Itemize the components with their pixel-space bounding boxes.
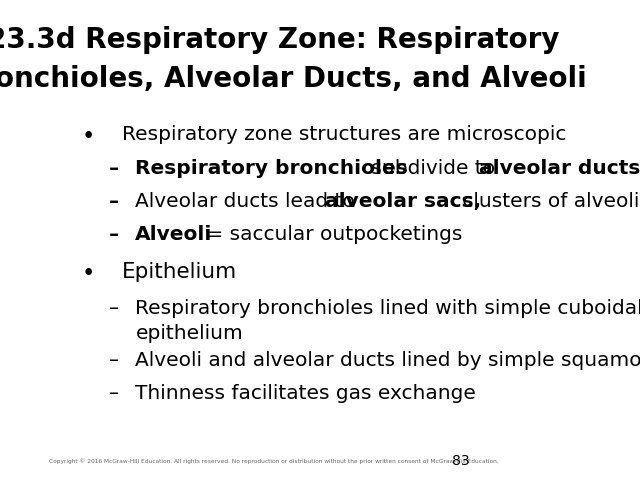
Text: •: •: [82, 125, 95, 148]
Text: Respiratory bronchioles: Respiratory bronchioles: [136, 159, 408, 179]
Text: Respiratory bronchioles lined with simple cuboidal
epithelium: Respiratory bronchioles lined with simpl…: [136, 299, 640, 343]
Text: –: –: [109, 384, 119, 403]
Text: –: –: [109, 299, 119, 318]
Text: Epithelium: Epithelium: [122, 262, 237, 282]
Text: subdivide to: subdivide to: [365, 159, 501, 179]
Text: Respiratory zone structures are microscopic: Respiratory zone structures are microsco…: [122, 125, 566, 144]
Text: clusters of alveoli: clusters of alveoli: [456, 192, 640, 211]
Text: alveolar ducts: alveolar ducts: [479, 159, 640, 179]
Text: –: –: [109, 351, 119, 371]
Text: •: •: [82, 262, 95, 285]
Text: = saccular outpocketings: = saccular outpocketings: [200, 225, 463, 244]
Text: 23.3d Respiratory Zone: Respiratory: 23.3d Respiratory Zone: Respiratory: [0, 26, 560, 54]
Text: Copyright © 2016 McGraw-Hill Education. All rights reserved. No reproduction or : Copyright © 2016 McGraw-Hill Education. …: [49, 458, 499, 464]
Text: –: –: [109, 159, 119, 179]
Text: 83: 83: [452, 454, 470, 468]
Text: Thinness facilitates gas exchange: Thinness facilitates gas exchange: [136, 384, 476, 403]
Text: Alveolar ducts lead to: Alveolar ducts lead to: [136, 192, 362, 211]
Text: –: –: [109, 225, 119, 244]
Text: –: –: [109, 192, 119, 211]
Text: Bronchioles, Alveolar Ducts, and Alveoli: Bronchioles, Alveolar Ducts, and Alveoli: [0, 65, 587, 93]
Text: Alveoli and alveolar ducts lined by simple squamous: Alveoli and alveolar ducts lined by simp…: [136, 351, 640, 371]
Text: alveolar sacs,: alveolar sacs,: [325, 192, 481, 211]
Text: Alveoli: Alveoli: [136, 225, 212, 244]
